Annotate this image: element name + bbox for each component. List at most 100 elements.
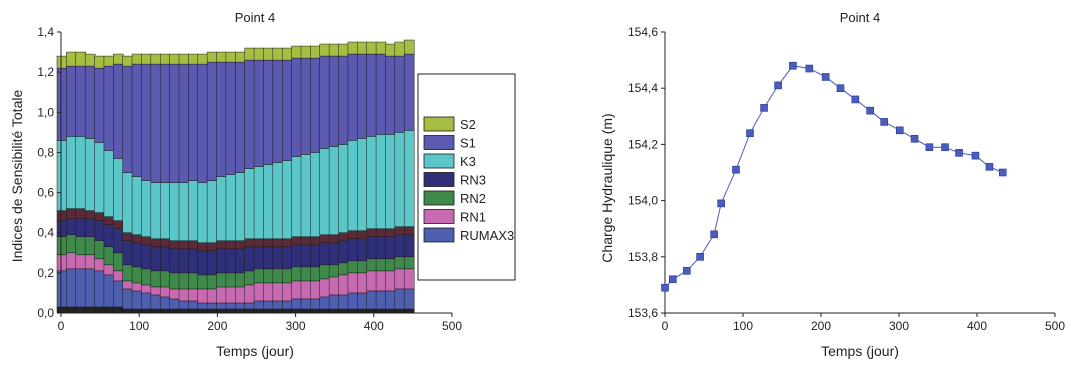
bar-segment-rn1 (328, 276, 340, 296)
bar-segment-minor-others (235, 240, 246, 250)
bar-segment-rn2 (169, 272, 180, 290)
bar-segment-minor-others (206, 308, 218, 314)
bar-segment-rn3 (310, 244, 321, 268)
bar-segment-rn3 (319, 242, 330, 266)
data-point-marker (866, 106, 874, 115)
bar-segment-minor-others (94, 306, 105, 314)
bar-segment-minor-others (394, 308, 406, 314)
bar-segment-minor-others (206, 242, 218, 252)
bar-segment-rn2 (300, 266, 312, 282)
bar-segment-minor-others (319, 308, 330, 314)
y-tick-label: 0,8 (37, 145, 54, 159)
bar-segment-k3 (244, 168, 255, 239)
bar-segment-s2 (178, 53, 190, 65)
bar-segment-rumax3 (366, 290, 377, 310)
bar-segment-s1 (178, 63, 190, 183)
legend-swatch (423, 153, 455, 169)
bar-segment-minor-others (84, 306, 96, 314)
sensitivity-y-axis-label: Indices de Sensibilité Totale (9, 90, 25, 263)
bar-segment-minor-others (197, 242, 209, 252)
x-tick-label: 0 (662, 319, 669, 333)
data-point-marker (821, 73, 830, 81)
y-tick-label: 1,2 (37, 65, 54, 79)
bar-segment-minor-others (150, 308, 162, 314)
y-tick-label: 0,6 (37, 186, 54, 200)
bar-segment-rn2 (103, 246, 115, 266)
bar-segment-k3 (122, 172, 133, 233)
sensitivity-x-axis-label: Temps (jour) (216, 343, 294, 359)
bar-segment-k3 (94, 142, 105, 213)
bar-segment-k3 (403, 130, 415, 227)
bar-segment-rn1 (113, 270, 124, 282)
bar-segment-minor-others (253, 308, 265, 314)
bar-segment-rn3 (272, 246, 284, 270)
bar-segment-rumax3 (235, 302, 246, 310)
bar-segment-minor-others (159, 238, 171, 248)
bar-segment-s2 (347, 41, 359, 55)
bar-segment-rn3 (366, 236, 377, 260)
bar-segment-minor-others (66, 306, 77, 314)
bar-segment-rn1 (206, 288, 218, 304)
bar-segment-minor-others (338, 308, 349, 314)
bar-segment-s1 (328, 55, 340, 147)
data-point-marker (836, 84, 845, 92)
bar-segment-minor-others (141, 236, 152, 246)
bar-segment-rn1 (225, 286, 237, 304)
bar-segment-minor-others (300, 308, 312, 314)
bar-segment-s2 (94, 55, 105, 69)
bar-segment-rn2 (403, 256, 415, 270)
bar-segment-s2 (272, 47, 284, 61)
data-point-marker (971, 151, 980, 160)
bar-segment-rn1 (94, 258, 105, 272)
bar-segment-rn3 (394, 234, 406, 258)
bar-segment-minor-others (272, 308, 284, 314)
bar-segment-rn1 (366, 270, 377, 292)
bar-segment-s1 (103, 65, 115, 151)
legend-swatch (423, 116, 455, 132)
bar-segment-minor-others (178, 308, 190, 314)
bar-segment-rn3 (169, 248, 180, 274)
bar-segment-s1 (300, 57, 312, 155)
bar-segment-rn3 (84, 218, 96, 237)
bar-segment-s1 (84, 65, 96, 139)
bar-segment-minor-others (197, 308, 209, 314)
x-tick-label: 400 (364, 319, 384, 333)
bar-segment-s2 (244, 47, 255, 61)
bar-segment-rumax3 (122, 288, 133, 310)
bar-segment-k3 (56, 140, 68, 211)
bar-segment-s1 (263, 59, 274, 165)
bar-segment-rn3 (94, 220, 105, 241)
bar-segment-s1 (244, 59, 255, 169)
bar-segment-rn3 (56, 220, 68, 237)
bar-segment-minor-others (188, 240, 199, 250)
bar-segment-minor-others (159, 308, 171, 314)
bar-segment-minor-others (113, 306, 124, 314)
y-tick-label: 153,6 (628, 306, 658, 320)
bar-segment-s2 (206, 51, 218, 63)
bar-segment-s1 (235, 61, 246, 173)
bar-segment-rn2 (366, 258, 377, 272)
bar-segment-rn3 (150, 246, 162, 272)
bar-segment-rn1 (150, 286, 162, 296)
y-tick-label: 154,0 (628, 194, 658, 208)
bar-segment-rn2 (338, 262, 349, 276)
bar-segment-rn2 (385, 258, 396, 272)
bar-segment-rn3 (385, 236, 396, 260)
bar-segment-minor-others (366, 228, 377, 237)
bar-segment-s2 (103, 55, 115, 67)
bar-segment-s1 (253, 59, 265, 167)
bar-segment-k3 (188, 180, 199, 241)
bar-segment-rn1 (319, 278, 330, 298)
bar-segment-s2 (235, 51, 246, 63)
legend-label: RN3 (460, 173, 486, 188)
data-point-marker (710, 230, 718, 239)
bar-segment-rn1 (403, 268, 415, 290)
bar-segment-rn1 (75, 254, 87, 270)
bar-segment-s2 (122, 55, 133, 67)
bar-segment-rn2 (94, 240, 105, 260)
bar-segment-minor-others (225, 308, 237, 314)
bar-segment-rn2 (206, 274, 218, 290)
bar-segment-rumax3 (403, 288, 415, 310)
legend-label: S2 (460, 117, 476, 132)
